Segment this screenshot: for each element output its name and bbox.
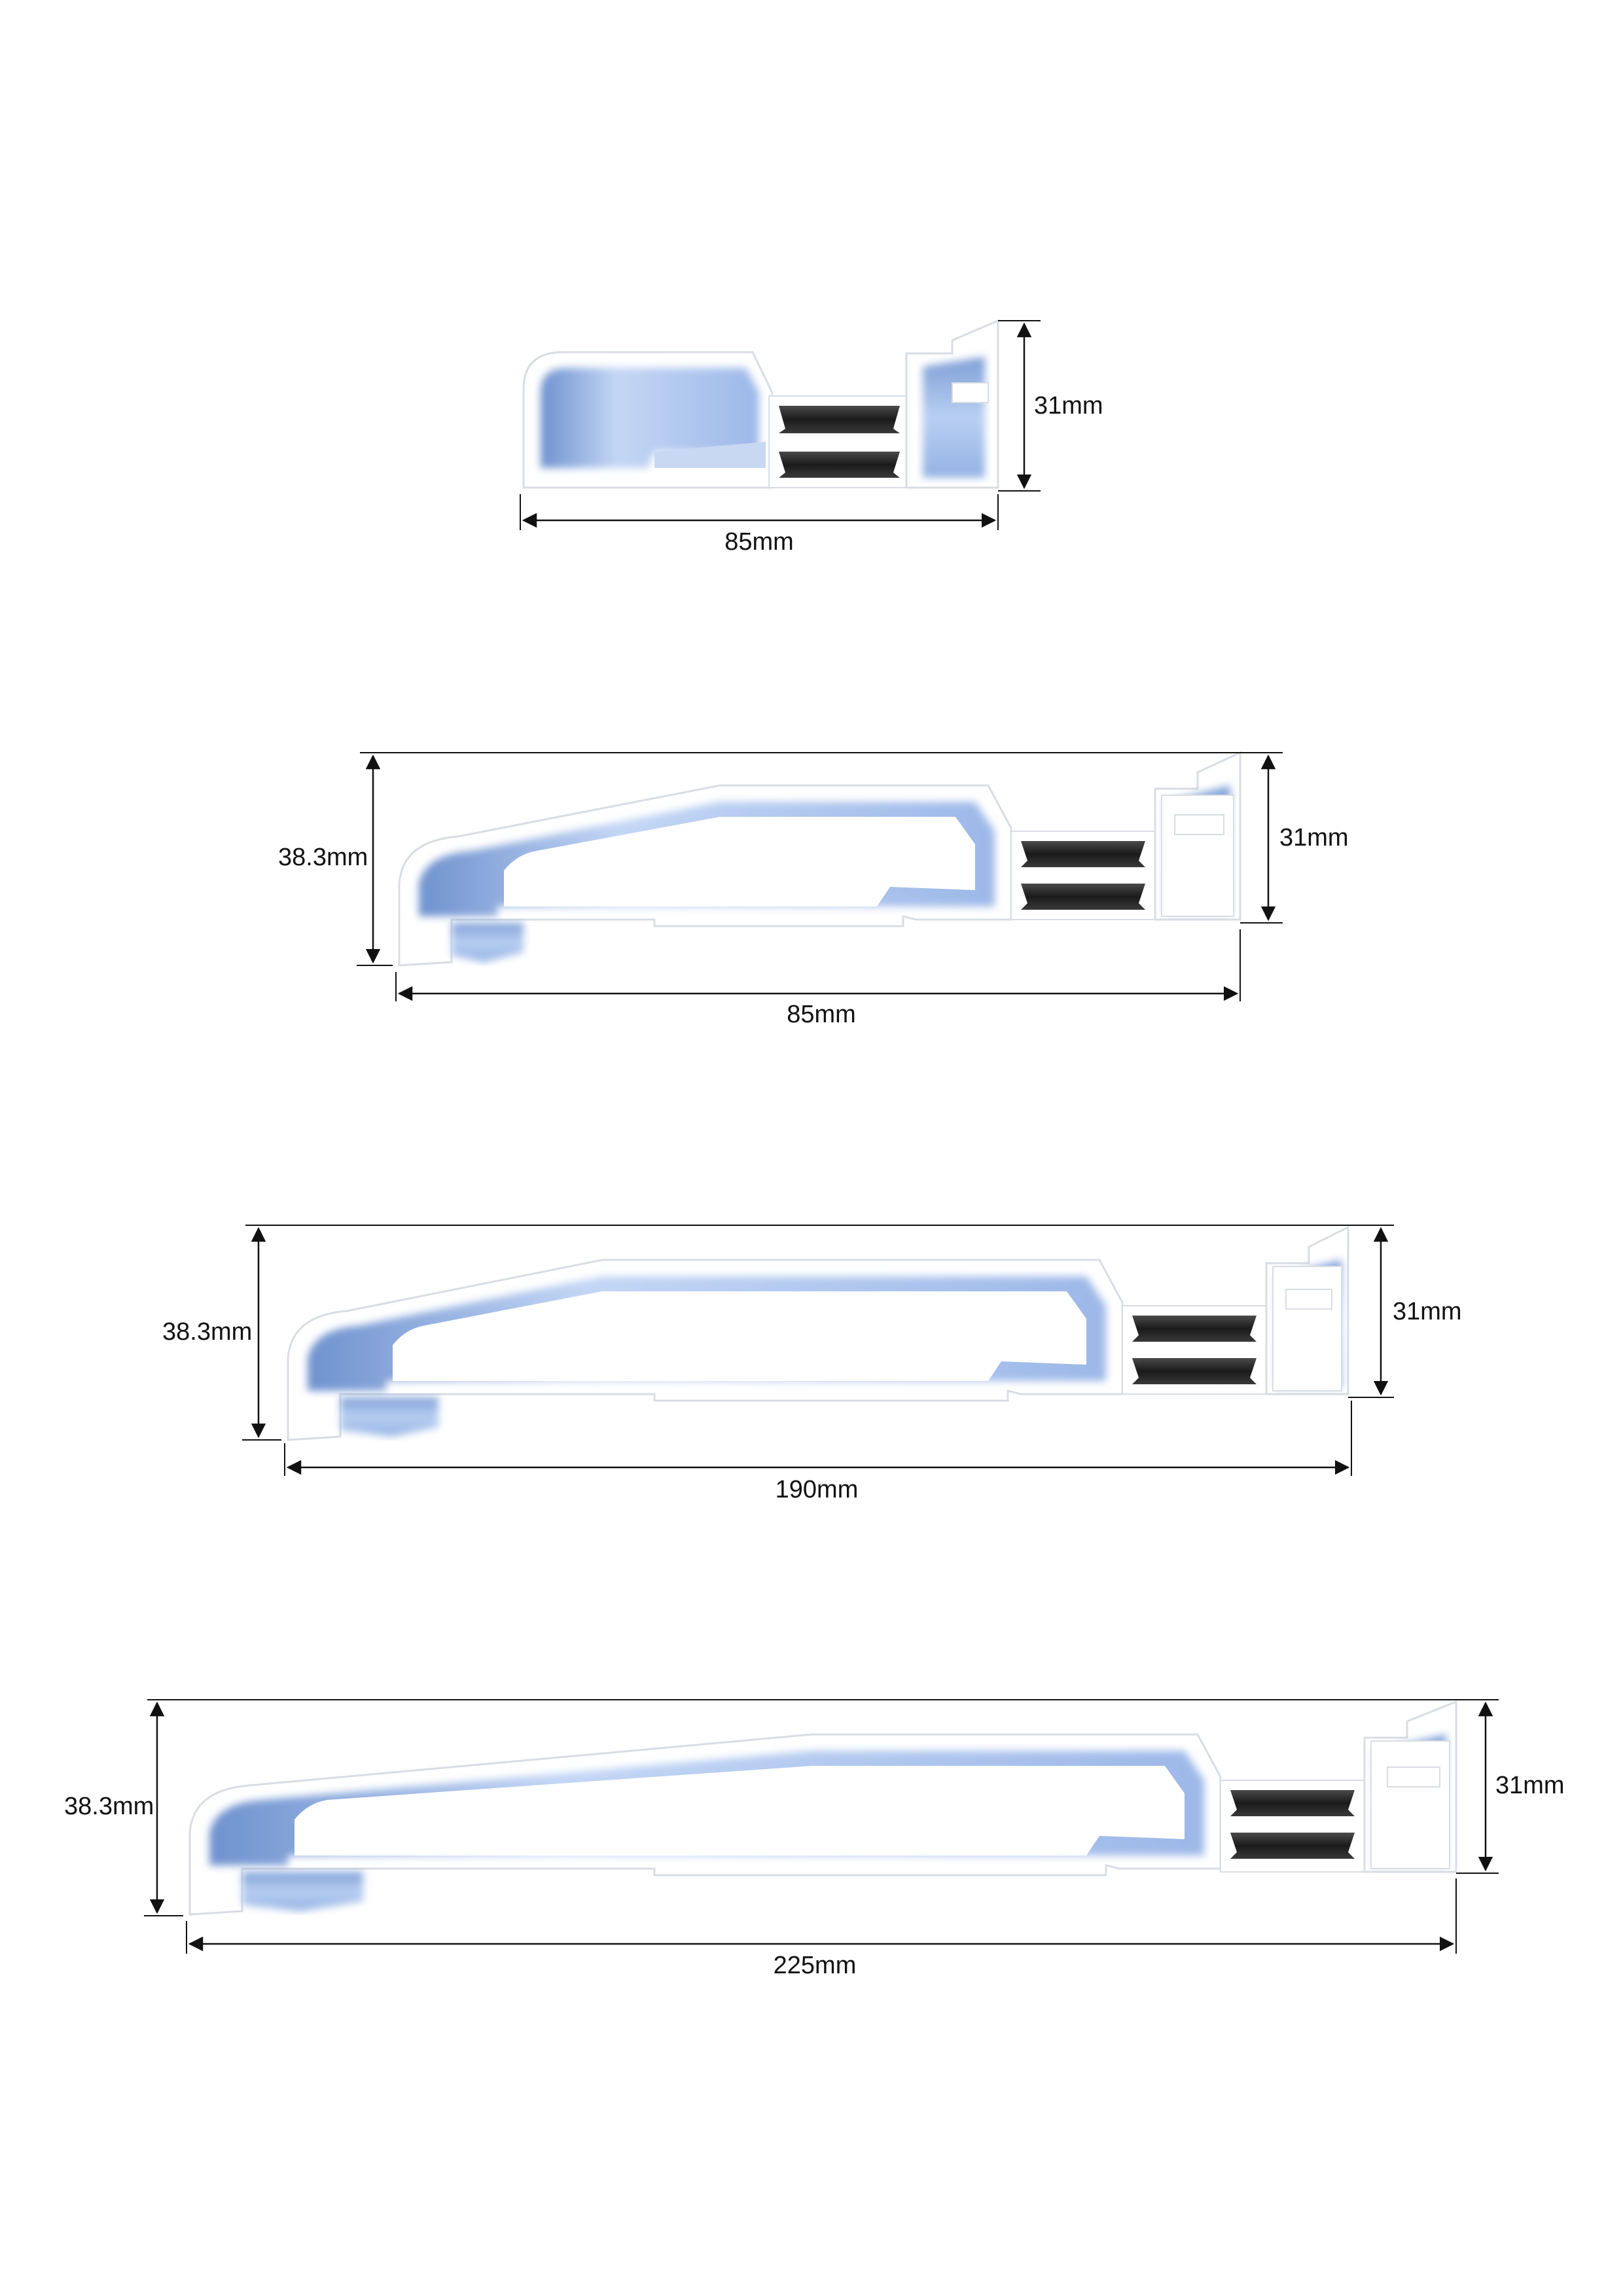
profile-2-section — [398, 751, 1241, 967]
profile-2-width-label: 85mm — [787, 1001, 856, 1028]
profile-1-section — [522, 319, 999, 489]
profile-3-width-label: 190mm — [776, 1476, 859, 1503]
profile-4-section — [188, 1700, 1457, 1916]
profile-3-height-label: 31mm — [1393, 1298, 1462, 1325]
profile-4: 38.3mm 225mm 31mm — [64, 1699, 1565, 1979]
profile-1-height-label: 31mm — [1034, 392, 1103, 420]
profile-2-total-height-label: 38.3mm — [278, 844, 368, 871]
profile-1-width-label: 85mm — [724, 528, 794, 556]
profile-1: 85mm 31mm — [520, 319, 1103, 556]
profile-3-total-height-label: 38.3mm — [162, 1318, 252, 1346]
profile-4-height-label: 31mm — [1495, 1772, 1565, 1799]
profile-4-width-label: 225mm — [774, 1952, 857, 1979]
profile-2: 38.3mm 85mm 31mm — [278, 751, 1349, 1028]
profile-3-section — [287, 1225, 1349, 1441]
profile-4-total-height-label: 38.3mm — [64, 1793, 154, 1820]
profile-3: 38.3mm 190mm 31mm — [162, 1225, 1462, 1503]
profile-2-height-label: 31mm — [1279, 824, 1349, 852]
